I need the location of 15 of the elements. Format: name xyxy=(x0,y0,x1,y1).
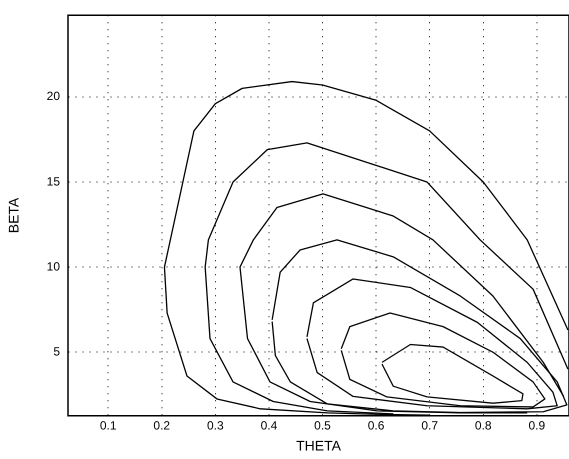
x-tick-label: 0.6 xyxy=(368,418,385,432)
x-axis-title: THETA xyxy=(296,437,342,454)
x-tick-label: 0.1 xyxy=(100,418,117,432)
x-tick-label: 0.4 xyxy=(260,418,278,432)
x-tick-label: 0.7 xyxy=(421,418,438,432)
x-tick-label: 0.8 xyxy=(474,418,492,432)
y-tick-label: 5 xyxy=(53,344,60,358)
y-tick-label: 15 xyxy=(46,174,60,188)
x-tick-label: 0.5 xyxy=(314,418,332,432)
y-axis-title: BETA xyxy=(5,197,22,234)
y-tick-label: 10 xyxy=(46,259,60,274)
x-tick-label: 0.3 xyxy=(207,418,224,432)
x-tick-label: 0.2 xyxy=(153,418,170,432)
x-tick-label: 0.9 xyxy=(528,418,546,432)
y-tick-label: 20 xyxy=(46,89,60,104)
